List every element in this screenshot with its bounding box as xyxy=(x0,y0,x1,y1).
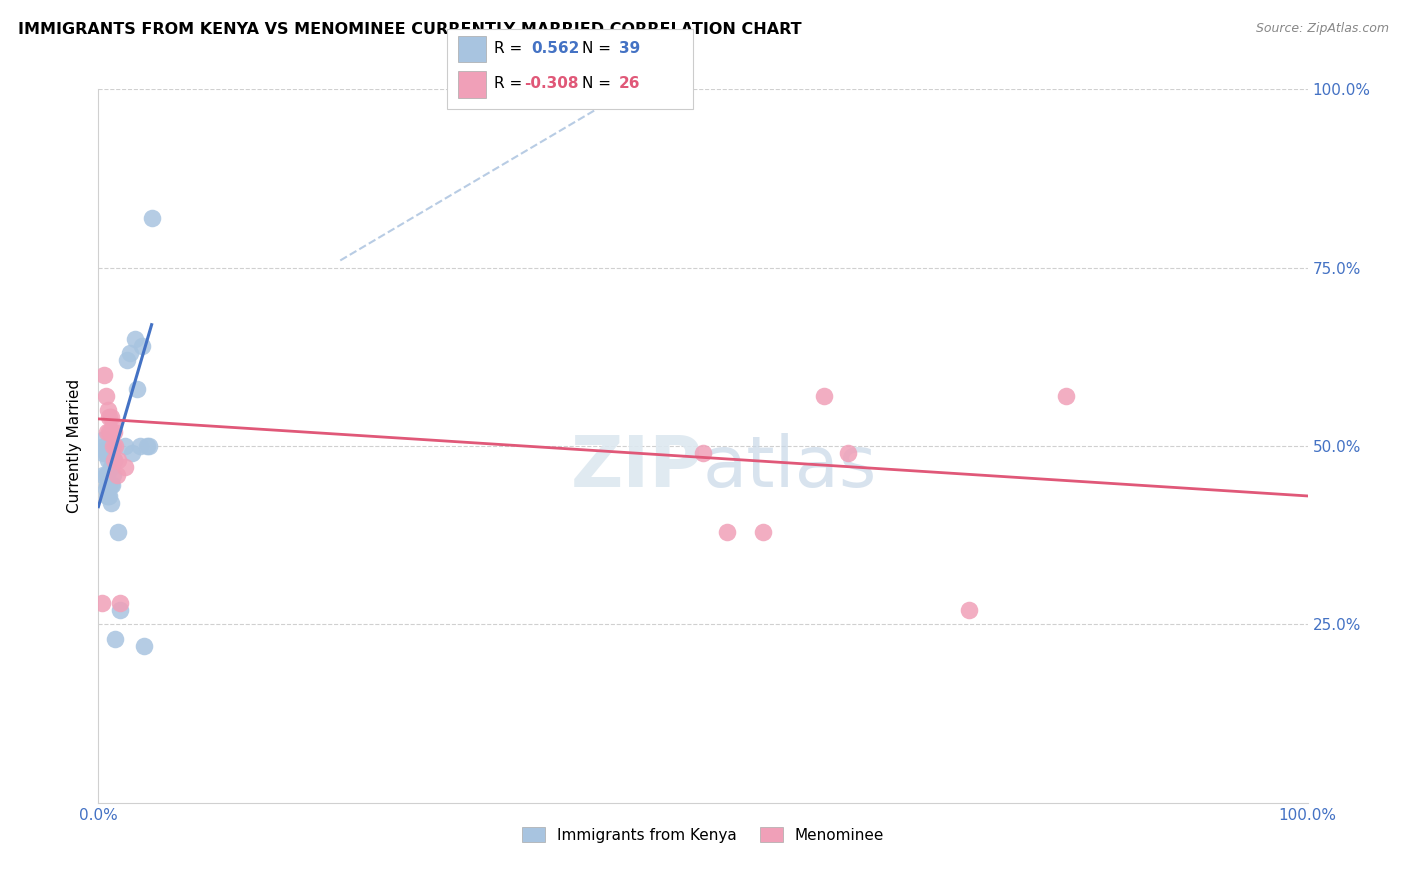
Point xyxy=(131,339,153,353)
Text: 39: 39 xyxy=(619,41,640,55)
Point xyxy=(97,403,120,417)
Text: -0.308: -0.308 xyxy=(524,77,579,91)
Point xyxy=(128,439,150,453)
Point xyxy=(837,446,859,460)
Point xyxy=(101,417,124,432)
Point xyxy=(135,439,157,453)
Point xyxy=(957,603,980,617)
Text: R =: R = xyxy=(494,41,522,55)
Point xyxy=(100,496,122,510)
Text: atlas: atlas xyxy=(703,433,877,502)
Text: N =: N = xyxy=(582,41,612,55)
Text: N =: N = xyxy=(582,77,612,91)
Point xyxy=(100,425,122,439)
Text: R =: R = xyxy=(494,77,522,91)
Point xyxy=(101,467,124,482)
Point xyxy=(121,446,143,460)
Point xyxy=(93,368,115,382)
Point xyxy=(93,439,115,453)
Point xyxy=(100,460,122,475)
Point xyxy=(91,596,114,610)
Point xyxy=(97,475,120,489)
Text: Source: ZipAtlas.com: Source: ZipAtlas.com xyxy=(1256,22,1389,36)
Point xyxy=(94,467,117,482)
Point xyxy=(127,382,149,396)
Point xyxy=(104,632,127,646)
Point xyxy=(101,439,124,453)
Text: 0.562: 0.562 xyxy=(531,41,579,55)
Point xyxy=(98,489,121,503)
Point xyxy=(93,432,115,446)
Text: IMMIGRANTS FROM KENYA VS MENOMINEE CURRENTLY MARRIED CORRELATION CHART: IMMIGRANTS FROM KENYA VS MENOMINEE CURRE… xyxy=(18,22,801,37)
Point xyxy=(1054,389,1077,403)
Point xyxy=(98,478,121,492)
Text: 26: 26 xyxy=(619,77,640,91)
Point xyxy=(93,442,115,457)
Point xyxy=(96,425,118,439)
Point xyxy=(141,211,163,225)
Point xyxy=(100,425,122,439)
Point xyxy=(114,439,136,453)
Point xyxy=(103,425,125,439)
Point xyxy=(117,353,139,368)
Point xyxy=(100,439,122,453)
Point xyxy=(692,446,714,460)
Point xyxy=(105,467,128,482)
Point xyxy=(108,596,131,610)
Point xyxy=(96,446,118,460)
Point xyxy=(107,453,129,467)
Point xyxy=(100,410,122,425)
Point xyxy=(91,467,114,482)
Point xyxy=(124,332,146,346)
Point xyxy=(134,639,156,653)
Point xyxy=(118,346,141,360)
Y-axis label: Currently Married: Currently Married xyxy=(67,379,83,513)
Point xyxy=(96,467,118,482)
Legend: Immigrants from Kenya, Menominee: Immigrants from Kenya, Menominee xyxy=(516,821,890,848)
Point xyxy=(96,489,118,503)
Point xyxy=(107,524,129,539)
Point xyxy=(96,478,118,492)
Point xyxy=(138,439,160,453)
Point xyxy=(752,524,775,539)
Point xyxy=(103,453,125,467)
Point xyxy=(94,482,117,496)
Point xyxy=(91,446,114,460)
Point xyxy=(100,478,122,492)
Text: ZIP: ZIP xyxy=(571,433,703,502)
Point xyxy=(114,460,136,475)
Point xyxy=(108,603,131,617)
Point xyxy=(98,410,121,425)
Point xyxy=(97,489,120,503)
Point xyxy=(103,453,125,467)
Point xyxy=(97,453,120,467)
Point xyxy=(100,478,122,492)
Point xyxy=(98,425,121,439)
Point xyxy=(716,524,738,539)
Point xyxy=(94,446,117,460)
Point xyxy=(813,389,835,403)
Point xyxy=(94,389,117,403)
Point xyxy=(104,439,127,453)
